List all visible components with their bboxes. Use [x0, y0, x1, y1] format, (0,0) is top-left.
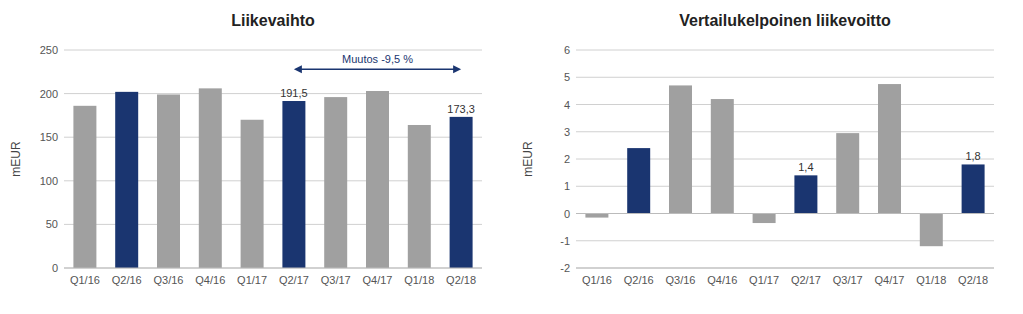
grid-line: [576, 131, 994, 132]
bar: [711, 99, 734, 213]
x-tick-label: Q4/16: [707, 274, 737, 286]
bar: [669, 85, 692, 213]
x-tick-label: Q4/17: [875, 274, 905, 286]
chart-title: Vertailukelpoinen liikevoitto: [679, 12, 891, 29]
data-label: 1,4: [798, 161, 813, 173]
y-axis-label: mEUR: [521, 141, 535, 177]
zero-line: [576, 213, 994, 214]
x-tick-label: Q2/16: [112, 274, 142, 286]
x-tick-label: Q3/17: [833, 274, 863, 286]
x-tick-label: Q1/16: [582, 274, 612, 286]
bar: [585, 214, 608, 218]
bar: [115, 92, 138, 268]
data-label: 191,5: [280, 87, 308, 99]
grid-line: [576, 77, 994, 78]
x-axis-line: [64, 268, 482, 269]
bar: [282, 101, 305, 268]
y-tick-label: 100: [40, 175, 58, 187]
bar: [627, 148, 650, 213]
panel: Liikevaihto mEUR 0 50 100 150 200 250 Q1/16 Q2/16…: [9, 12, 482, 286]
x-tick-label: Q1/17: [237, 274, 267, 286]
bar: [366, 91, 389, 268]
bar: [878, 84, 901, 213]
grid-line: [576, 50, 994, 51]
bar: [157, 94, 180, 268]
bar: [450, 117, 473, 268]
y-tick-label: 0: [564, 208, 570, 220]
arrow-head: [453, 65, 461, 73]
y-tick-label: 4: [564, 99, 570, 111]
bars: [73, 88, 472, 268]
bar: [794, 175, 817, 213]
grid-line: [576, 213, 994, 214]
grid-line: [576, 268, 994, 269]
x-tick-label: Q1/17: [749, 274, 779, 286]
bar: [753, 214, 776, 224]
bar: [408, 125, 431, 268]
bar: [73, 106, 96, 268]
annotation: Muutos -9,5 %: [342, 53, 413, 65]
chart-container: LiikevaihtomEUR050100150200250Q1/16Q2/16…: [0, 0, 1023, 314]
arrow: [294, 65, 461, 73]
data-label: 173,3: [447, 103, 475, 115]
bars: [585, 84, 984, 246]
x-tick-label: Q2/18: [958, 274, 988, 286]
x-tick-label: Q2/16: [624, 274, 654, 286]
bar: [962, 164, 985, 213]
bar: [324, 97, 347, 268]
y-tick-label: 1: [564, 180, 570, 192]
x-tick-label: Q3/16: [154, 274, 184, 286]
y-axis-label: mEUR: [9, 141, 23, 177]
grid: [64, 50, 482, 268]
y-tick-label: 5: [564, 71, 570, 83]
y-tick-label: 150: [40, 131, 58, 143]
panel: Vertailukelpoinen liikevoitto mEUR -2 -1 0 1 2…: [521, 12, 994, 286]
bar: [241, 120, 264, 268]
grid-line: [64, 268, 482, 269]
grid: [576, 50, 994, 268]
y-tick-label: 2: [564, 153, 570, 165]
arrow-line: [296, 68, 459, 70]
y-tick-label: 0: [52, 262, 58, 274]
x-tick-label: Q3/16: [666, 274, 696, 286]
bar: [199, 88, 222, 268]
x-tick-label: Q2/17: [279, 274, 309, 286]
y-tick-label: -1: [560, 235, 570, 247]
y-tick-label: -2: [560, 262, 570, 274]
y-tick-label: 50: [46, 218, 58, 230]
y-tick-label: 3: [564, 126, 570, 138]
x-tick-label: Q1/18: [916, 274, 946, 286]
x-tick-label: Q1/16: [70, 274, 100, 286]
x-axis-line: [576, 268, 994, 269]
x-tick-label: Q1/18: [404, 274, 434, 286]
y-tick-label: 6: [564, 44, 570, 56]
x-tick-label: Q3/17: [321, 274, 351, 286]
figure: LiikevaihtomEUR050100150200250Q1/16Q2/16…: [0, 0, 1023, 314]
bar: [920, 214, 943, 247]
bar: [836, 133, 859, 213]
data-label: 1,8: [965, 150, 980, 162]
x-tick-label: Q2/18: [446, 274, 476, 286]
y-tick-label: 250: [40, 44, 58, 56]
arrow-head: [294, 65, 302, 73]
x-tick-label: Q4/17: [363, 274, 393, 286]
grid-line: [64, 50, 482, 51]
chart-title: Liikevaihto: [231, 12, 315, 29]
grid-line: [576, 104, 994, 105]
x-tick-label: Q2/17: [791, 274, 821, 286]
x-tick-label: Q4/16: [195, 274, 225, 286]
y-tick-label: 200: [40, 88, 58, 100]
